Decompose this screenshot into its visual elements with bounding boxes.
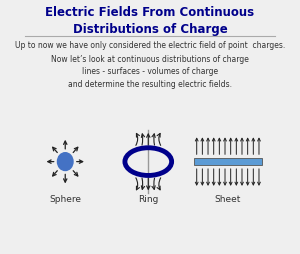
Text: Ring: Ring xyxy=(138,195,158,203)
Text: Electric Fields From Continuous
Distributions of Charge: Electric Fields From Continuous Distribu… xyxy=(45,6,255,36)
Text: Now let’s look at continuous distributions of charge
lines - surfaces - volumes : Now let’s look at continuous distributio… xyxy=(51,55,249,88)
Text: Up to now we have only considered the electric field of point  charges.: Up to now we have only considered the el… xyxy=(15,41,285,50)
Circle shape xyxy=(58,153,73,171)
Text: Sphere: Sphere xyxy=(49,195,81,203)
Bar xyxy=(194,158,262,165)
Text: Sheet: Sheet xyxy=(215,195,241,203)
